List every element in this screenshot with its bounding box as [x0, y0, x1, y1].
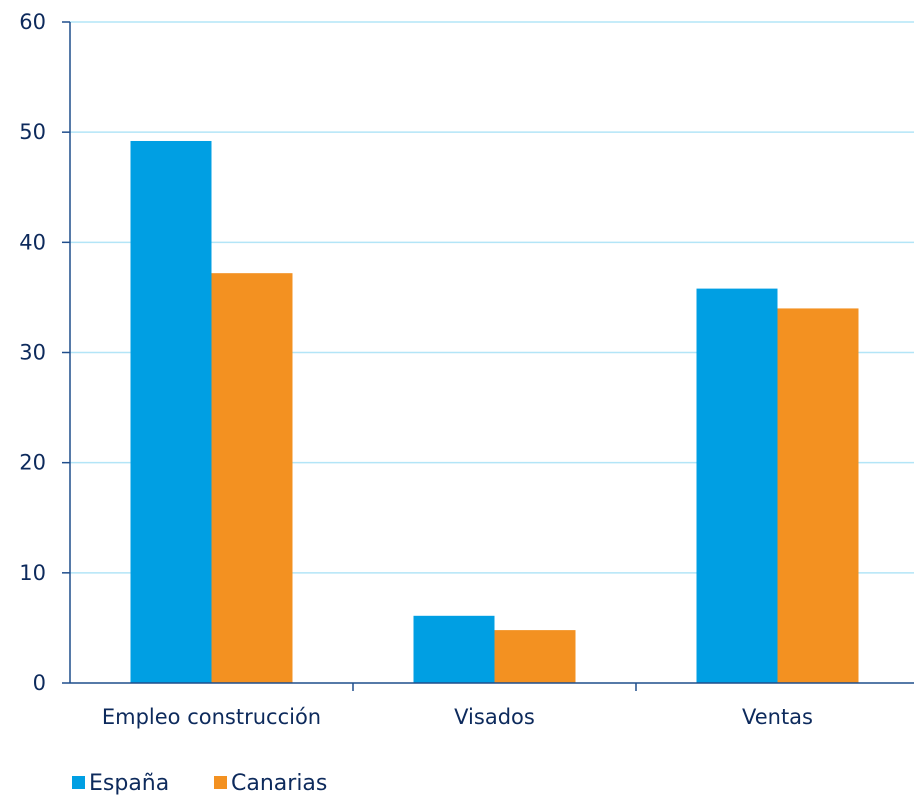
bar-espana	[130, 140, 212, 684]
y-tick-label: 60	[19, 10, 46, 34]
x-category-label: Empleo construcción	[102, 705, 321, 729]
axes: 0 10 20 30 40 50 60 Empleo construcción Visados V…	[19, 10, 914, 729]
y-tick-label: 0	[33, 671, 46, 695]
y-tick-label: 30	[19, 341, 46, 365]
bar-canarias	[211, 273, 293, 683]
x-category-label: Ventas	[742, 705, 813, 729]
x-category-label: Visados	[454, 705, 535, 729]
legend: España Canarias	[72, 771, 327, 796]
y-tick-label: 20	[19, 451, 46, 475]
bar-canarias	[494, 630, 576, 683]
y-tick-label: 40	[19, 230, 46, 254]
legend-swatch	[214, 776, 227, 789]
y-tick-label: 10	[19, 561, 46, 585]
legend-swatch	[72, 776, 85, 789]
bar-canarias	[777, 308, 859, 683]
bar-espana	[696, 288, 778, 683]
legend-label: Canarias	[231, 771, 327, 796]
bars	[130, 140, 859, 684]
y-tick-label: 50	[19, 120, 46, 144]
legend-label: España	[89, 771, 169, 796]
bar-espana	[413, 615, 495, 683]
